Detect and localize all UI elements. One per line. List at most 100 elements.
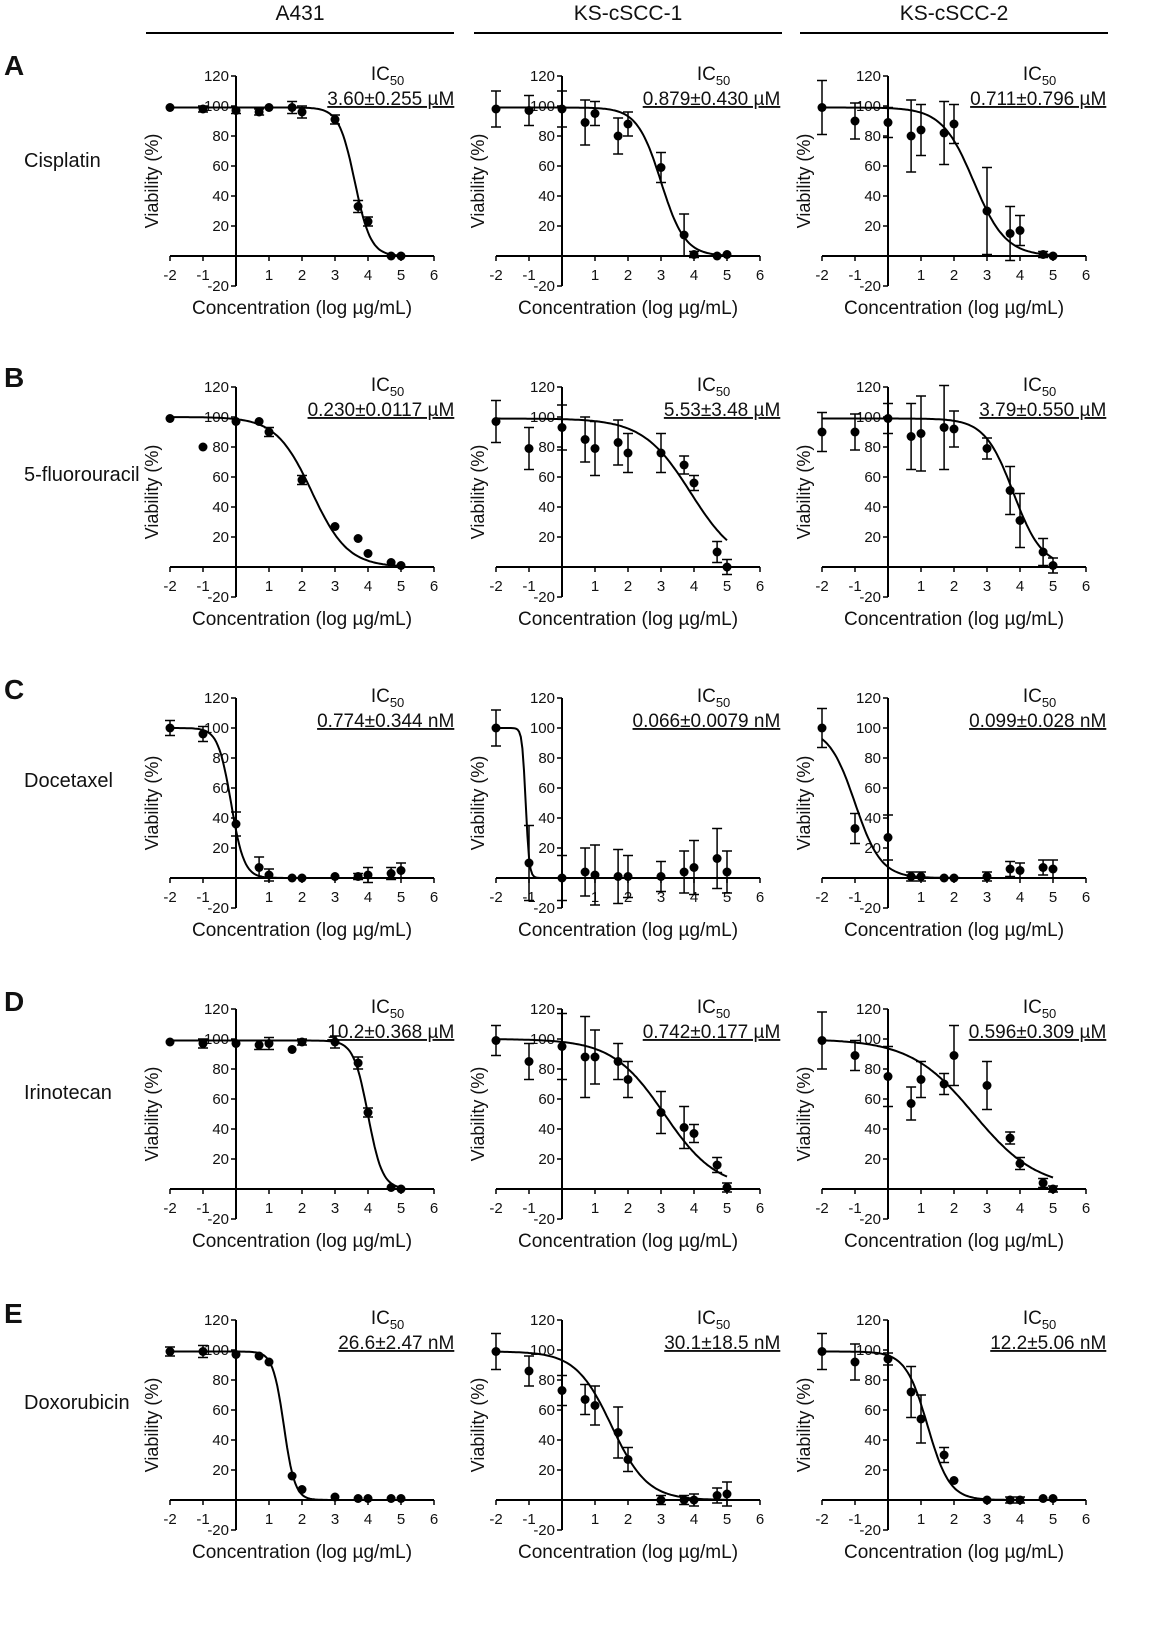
data-point [982, 206, 992, 216]
data-point [623, 1075, 633, 1084]
ic50-value: 5.53±3.48 µM [664, 400, 780, 421]
y-tick-label: 60 [538, 780, 555, 797]
data-point [254, 863, 264, 872]
data-point [363, 870, 373, 880]
ic50-value: 0.711±0.796 µM [970, 89, 1106, 110]
x-tick-label: 6 [1082, 1200, 1090, 1217]
x-tick-label: 1 [265, 578, 273, 595]
x-tick-label: 5 [723, 578, 731, 595]
x-tick-label: 1 [917, 267, 925, 284]
x-tick-label: 4 [690, 1511, 698, 1528]
x-tick-label: -1 [848, 267, 861, 284]
data-point [883, 1354, 893, 1364]
y-tick-label: 20 [538, 840, 555, 857]
fit-curve [496, 106, 728, 257]
y-tick-label: 40 [538, 499, 555, 516]
ic50-value: 0.596±0.309 µM [969, 1022, 1107, 1043]
y-tick-label: 80 [212, 439, 229, 456]
fit-curve [170, 106, 402, 257]
x-tick-label: -2 [163, 578, 176, 595]
x-tick-label: 1 [265, 889, 273, 906]
data-point [580, 118, 590, 127]
y-tick-label: 40 [212, 1121, 229, 1138]
x-tick-label: 4 [690, 1200, 698, 1217]
y-axis-label: Viability (%) [468, 1378, 488, 1473]
data-point [165, 1347, 175, 1356]
y-tick-label: 60 [212, 158, 229, 175]
data-point [165, 103, 175, 112]
x-tick-label: -2 [815, 578, 828, 595]
x-tick-label: 1 [917, 889, 925, 906]
y-tick-label: 40 [864, 1432, 881, 1449]
fit-curve [822, 1039, 1054, 1179]
data-point [722, 1489, 732, 1499]
x-axis-label: Concentration (log µg/mL) [192, 609, 412, 630]
x-axis-label: Concentration (log µg/mL) [192, 298, 412, 319]
data-point [949, 1051, 959, 1060]
data-point [656, 448, 666, 458]
data-point [363, 1108, 373, 1117]
data-point [165, 1037, 175, 1047]
x-tick-label: 3 [331, 889, 339, 906]
y-tick-label: 40 [212, 499, 229, 516]
data-point [623, 1455, 633, 1464]
data-point [679, 867, 689, 877]
y-tick-label: 40 [864, 810, 881, 827]
x-tick-label: 5 [723, 889, 731, 906]
x-tick-label: 3 [331, 1511, 339, 1528]
data-point [353, 534, 363, 543]
x-tick-label: 4 [364, 578, 372, 595]
row-drug-docetaxel: Docetaxel [24, 770, 113, 792]
data-point [613, 438, 623, 447]
fit-curve [495, 1350, 728, 1501]
data-point [231, 417, 241, 426]
ic50-label: IC50 [1023, 686, 1056, 710]
data-point [850, 427, 860, 437]
x-tick-label: 6 [1082, 889, 1090, 906]
row-letter-e: E [4, 1298, 23, 1329]
x-tick-label: 4 [690, 267, 698, 284]
x-axis-label: Concentration (log µg/mL) [844, 920, 1064, 941]
x-tick-label: 6 [756, 1200, 764, 1217]
y-tick-label: 100 [856, 98, 881, 115]
fit-curve [822, 1350, 1053, 1501]
data-point [491, 417, 501, 426]
y-tick-label: 100 [530, 1342, 555, 1359]
y-tick-label: 40 [864, 499, 881, 516]
x-axis-label: Concentration (log µg/mL) [518, 609, 738, 630]
y-tick-label: 40 [538, 1121, 555, 1138]
data-point [817, 1347, 827, 1356]
x-tick-label: 1 [265, 267, 273, 284]
data-point [264, 1357, 274, 1367]
x-tick-label: 6 [430, 1511, 438, 1528]
data-point [850, 824, 860, 833]
data-point [949, 424, 959, 434]
data-point [363, 549, 373, 558]
data-point [590, 1052, 600, 1062]
data-point [1048, 1494, 1058, 1503]
x-tick-label: 5 [397, 267, 405, 284]
x-tick-label: 1 [265, 1511, 273, 1528]
x-tick-label: -2 [163, 267, 176, 284]
y-tick-label: -20 [207, 589, 229, 606]
data-point [939, 128, 949, 138]
x-tick-label: 2 [298, 1511, 306, 1528]
x-tick-label: 3 [331, 1200, 339, 1217]
data-point [524, 858, 534, 868]
data-point [906, 872, 916, 881]
x-tick-label: 3 [657, 578, 665, 595]
data-point [722, 250, 732, 259]
x-tick-label: 2 [950, 1511, 958, 1528]
data-point [1005, 229, 1015, 238]
y-tick-label: 20 [864, 529, 881, 546]
y-tick-label: 60 [864, 158, 881, 175]
data-point [712, 547, 722, 557]
y-tick-label: 40 [538, 188, 555, 205]
data-point [386, 558, 396, 567]
y-tick-label: 60 [538, 469, 555, 486]
y-tick-label: -20 [533, 900, 555, 917]
x-tick-label: 3 [983, 1511, 991, 1528]
x-tick-label: 5 [723, 1511, 731, 1528]
